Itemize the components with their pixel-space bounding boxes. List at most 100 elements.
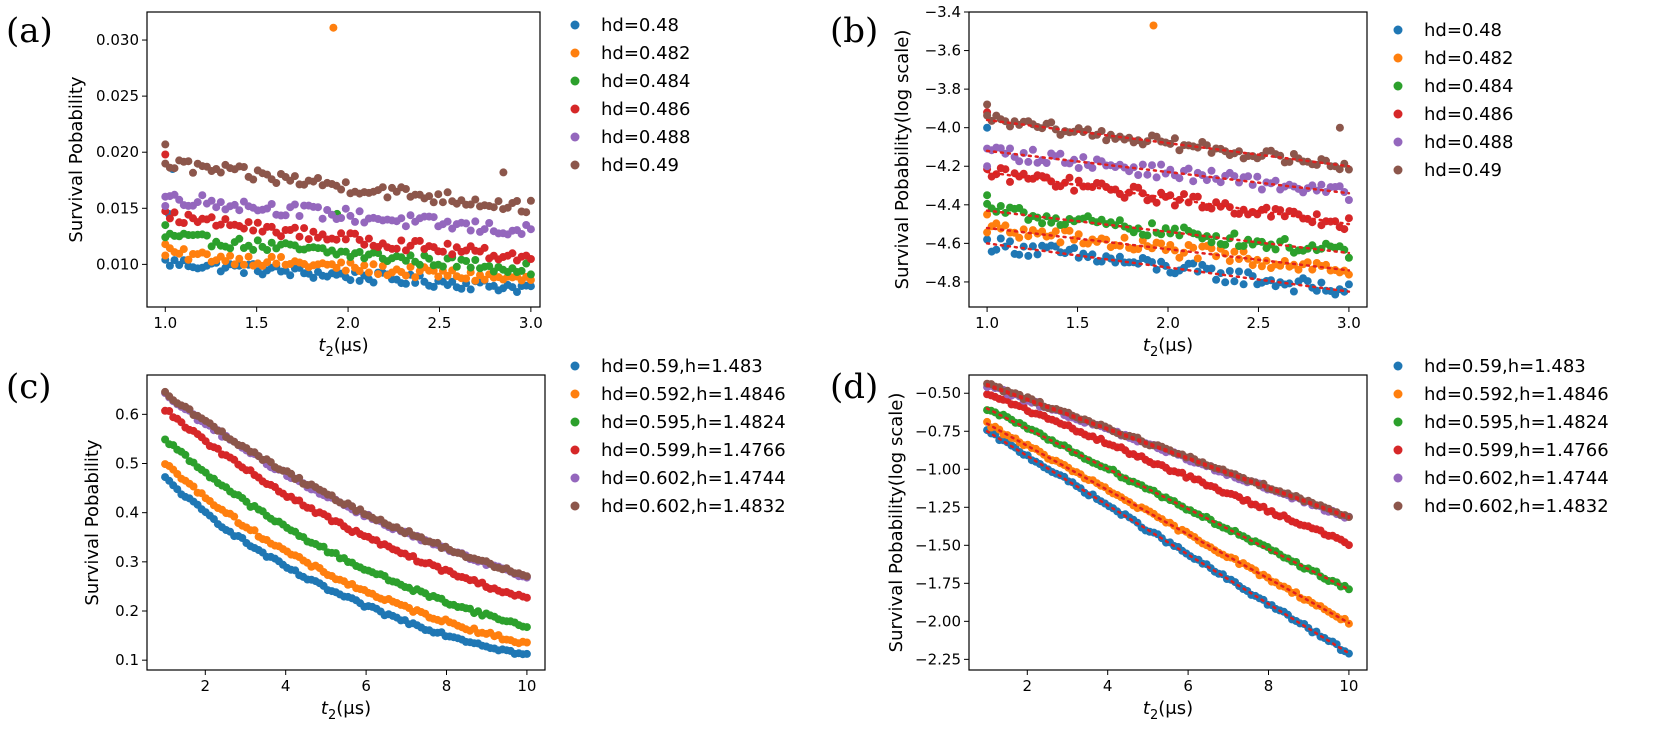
x-axis-label-main: t [1143,335,1151,356]
data-point [355,248,364,256]
data-point [526,270,535,279]
x-axis-label-sub: 2 [1150,345,1158,360]
data-point [1074,164,1083,172]
data-point [1125,188,1134,197]
data-point [239,260,248,269]
data-point [1148,161,1156,170]
legend-marker [1393,81,1403,91]
data-point [526,196,535,205]
legend-entry: hd=0.482 [1424,48,1513,69]
legend-marker [570,473,580,483]
outlier-point [329,23,338,32]
x-tick-label: 2 [1023,677,1033,695]
data-point [1047,118,1056,127]
data-point [485,262,494,271]
data-point [425,254,434,263]
data-point [360,240,369,249]
y-tick-label: −1.75 [915,574,961,592]
fit-line [985,149,1351,195]
legend-entry: hd=0.602,h=1.4832 [601,496,786,517]
y-tick-label: 0.030 [96,31,139,49]
data-point [351,229,359,238]
data-point [165,261,174,270]
y-tick-label: −4.6 [925,234,961,252]
data-point [213,444,222,453]
data-point [1344,280,1353,289]
legend-marker [1393,137,1403,147]
outlier-point [161,140,170,149]
x-axis-label-sub: 2 [328,708,336,723]
data-point [189,168,197,177]
x-axis-label: t2(μs) [318,335,368,360]
legend-entry: hd=0.488 [601,127,690,148]
data-point [378,183,387,192]
x-axis-label-unit: (μs) [334,335,369,356]
data-point [411,273,420,282]
data-point [1312,210,1321,219]
legend-marker [1393,165,1403,175]
legend-marker [1393,501,1403,511]
data-point [267,222,276,231]
data-point [314,174,322,182]
data-point [300,224,309,233]
data-point [429,213,438,222]
data-point [508,249,517,258]
fit-line [985,170,1351,226]
data-point [1184,164,1193,173]
y-tick-label: 0.3 [115,553,139,571]
data-point [1262,203,1271,212]
data-point [401,279,410,288]
y-tick-label: 0.2 [115,602,139,620]
data-point [1294,265,1303,274]
data-point [526,276,535,284]
plot-frame [146,11,541,308]
data-point [996,144,1005,153]
data-point [1175,195,1184,204]
data-point [272,179,281,187]
x-axis-label: t2(μs) [1143,335,1193,360]
data-point [1244,172,1253,181]
outlier-point [161,202,170,210]
x-tick-label: 8 [442,677,452,695]
data-point [1193,254,1202,263]
data-point [1166,241,1175,249]
data-point [1340,225,1349,234]
data-point [480,225,489,234]
data-point [374,249,383,258]
data-point [992,219,1001,228]
data-point [406,263,415,271]
data-point [517,266,526,275]
data-point [253,218,262,227]
data-point [1221,240,1230,249]
legend-entry: hd=0.595,h=1.4824 [1424,412,1609,433]
x-tick-label: 4 [281,677,291,695]
data-point [1015,157,1024,166]
outlier-point [1149,21,1158,30]
data-point [1189,243,1198,252]
data-point [369,278,378,287]
data-point [397,236,406,245]
legend-marker [570,160,580,170]
x-axis-label-main: t [321,698,329,719]
data-point [443,239,452,248]
data-point [1248,261,1257,270]
data-point [337,229,346,238]
data-point [471,195,480,204]
data-point [272,259,281,268]
data-point [462,274,471,283]
data-point [1152,173,1161,182]
outlier-point [161,150,170,159]
series-3 [983,191,1353,262]
x-axis-label-sub: 2 [1150,708,1158,723]
data-point [1344,253,1353,262]
data-point [522,593,531,602]
series-1 [161,165,535,296]
data-point [1175,146,1184,155]
y-tick-label: −3.6 [925,42,961,60]
y-tick-label: 0.025 [96,87,139,105]
fit-line [985,226,1351,272]
data-point [165,407,174,415]
data-point [250,526,259,535]
data-point [1257,262,1266,271]
data-point [364,234,373,243]
